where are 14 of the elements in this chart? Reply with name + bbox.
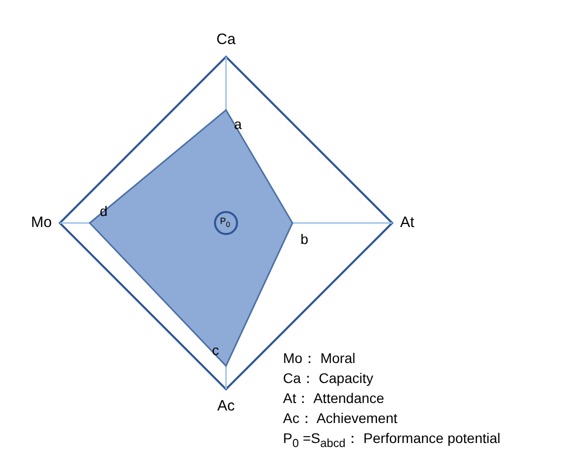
spoke-label: At [400, 214, 416, 232]
text: P$_{0}$ =S$_{abcd}$： Performance potential [283, 429, 500, 452]
text: At： Attendance [283, 389, 386, 408]
spoke-label: Mo [30, 214, 52, 232]
text: Ac： Achievement [283, 409, 398, 428]
spoke-label: Ac [217, 397, 236, 414]
text: d [100, 203, 108, 219]
text: Ca： Capacity [283, 369, 374, 388]
text: Mo： Moral [283, 349, 356, 368]
text: b [300, 231, 308, 247]
text: a [234, 116, 242, 132]
spoke-label: Ca [216, 30, 236, 48]
text: c [212, 342, 219, 358]
text: P$_{0}$ [220, 216, 230, 229]
